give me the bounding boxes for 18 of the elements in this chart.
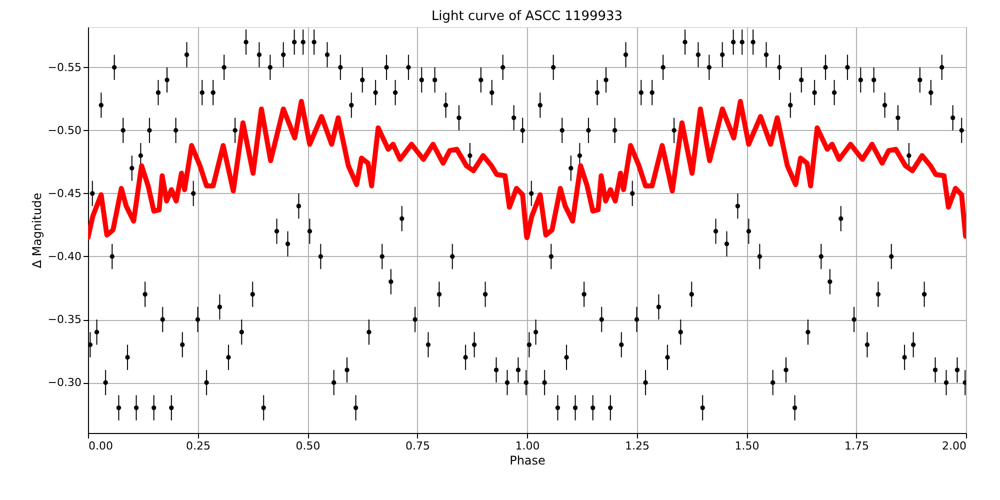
x-tick-label: 0.50 bbox=[296, 440, 320, 452]
y-tick-label: −0.40 bbox=[48, 250, 82, 263]
x-tick-label: 0.00 bbox=[88, 440, 113, 452]
chart-title: Light curve of ASCC 1199933 bbox=[431, 9, 623, 24]
x-axis-title: Phase bbox=[510, 454, 546, 468]
x-tick-label: 0.75 bbox=[406, 440, 430, 452]
y-tick-label: −0.55 bbox=[48, 60, 82, 74]
y-tick-label: −0.35 bbox=[48, 313, 82, 326]
y-tick-label: −0.50 bbox=[48, 124, 82, 137]
x-tick-label: 1.50 bbox=[734, 440, 760, 452]
x-tick-label: 0.25 bbox=[186, 440, 210, 452]
y-tick-label: −0.30 bbox=[48, 376, 82, 390]
x-tick-label: 2.00 bbox=[942, 440, 966, 452]
x-tick-label: 1.75 bbox=[844, 440, 869, 452]
y-tick-label: −0.45 bbox=[48, 186, 82, 200]
x-tick-label: 1.25 bbox=[625, 440, 650, 452]
x-tick-label: 1.00 bbox=[515, 440, 540, 452]
y-axis-title: Δ Magnitude bbox=[30, 192, 44, 268]
